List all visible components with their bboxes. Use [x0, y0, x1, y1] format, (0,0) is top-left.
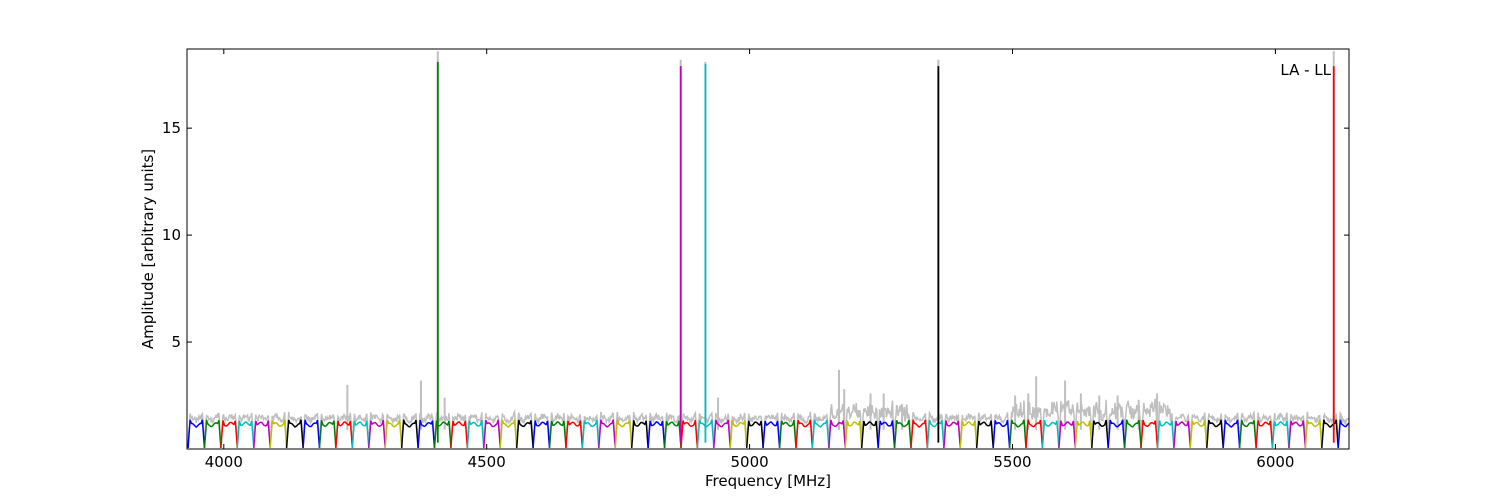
- x-tick-label: 5500: [993, 453, 1031, 471]
- band-line: [828, 419, 847, 448]
- band-line: [1238, 419, 1257, 448]
- y-tick-label: 10: [162, 226, 181, 244]
- band-line: [1189, 420, 1208, 448]
- band-line: [729, 419, 748, 448]
- band-line: [368, 419, 386, 448]
- x-axis-label: Frequency [MHz]: [705, 472, 831, 490]
- band-line: [1156, 420, 1175, 448]
- band-line: [499, 419, 518, 448]
- x-tick-label: 4500: [468, 453, 506, 471]
- band-line: [943, 420, 962, 448]
- band-line: [1123, 419, 1142, 448]
- band-line: [220, 420, 239, 448]
- band-line: [992, 419, 1011, 448]
- band-line: [893, 419, 912, 448]
- band-line: [745, 420, 764, 448]
- band-line: [384, 419, 403, 448]
- band-line: [975, 420, 994, 448]
- y-axis-label: Amplitude [arbitrary units]: [139, 149, 157, 349]
- band-line: [1008, 419, 1027, 448]
- band-line: [515, 419, 534, 448]
- plot-frame: [186, 48, 1350, 450]
- band-line: [318, 420, 337, 448]
- band-line: [236, 420, 255, 448]
- band-line: [926, 419, 945, 448]
- band-line: [959, 420, 978, 448]
- band-line: [269, 419, 288, 448]
- x-tick-label: 4000: [205, 453, 243, 471]
- band-line: [400, 419, 419, 448]
- band-line: [795, 419, 814, 448]
- band-line: [1091, 419, 1109, 448]
- band-line: [466, 420, 485, 448]
- band-line: [1107, 419, 1126, 448]
- band-line: [187, 419, 206, 448]
- band-line: [351, 420, 370, 448]
- x-tick-label: 5000: [731, 453, 769, 471]
- band-line: [1058, 420, 1077, 448]
- band-line: [663, 420, 682, 448]
- band-line: [1173, 420, 1192, 448]
- y-tick-label: 15: [162, 119, 181, 137]
- band-series: [187, 419, 1349, 448]
- band-line: [844, 420, 863, 448]
- band-line: [778, 420, 797, 448]
- band-line: [1140, 419, 1159, 448]
- band-line: [565, 420, 584, 448]
- band-line: [302, 419, 321, 448]
- axis-ticks: 4000 4500 5000 5500 6000 5 10 15: [162, 49, 1349, 471]
- band-line: [680, 419, 699, 448]
- band-line: [647, 420, 666, 448]
- band-line: [581, 419, 600, 448]
- band-line: [450, 420, 469, 448]
- band-line: [762, 420, 781, 448]
- band-line: [811, 419, 830, 448]
- band-line: [532, 420, 551, 448]
- annotation-label: LA - LL: [1280, 61, 1331, 79]
- band-line: [910, 419, 929, 448]
- band-line: [1206, 419, 1224, 448]
- band-line: [1321, 419, 1339, 448]
- spike-series: [436, 61, 1335, 443]
- band-line: [285, 419, 304, 448]
- band-line: [1304, 419, 1323, 448]
- band-line: [253, 420, 271, 448]
- band-line: [630, 420, 649, 448]
- band-line: [877, 420, 896, 448]
- band-line: [1222, 419, 1241, 448]
- band-line: [1271, 420, 1290, 448]
- band-line: [1041, 420, 1060, 448]
- raw-spectrum: [187, 51, 1349, 445]
- band-line: [713, 419, 732, 448]
- band-line: [483, 419, 501, 448]
- band-line: [548, 420, 567, 448]
- band-line: [598, 419, 617, 448]
- raw-spectrum-line: [187, 398, 1349, 445]
- y-tick-label: 5: [171, 333, 181, 351]
- band-line: [1337, 419, 1349, 448]
- band-line: [203, 419, 222, 448]
- band-line: [1255, 420, 1274, 448]
- band-line: [1025, 419, 1044, 448]
- band-line: [417, 419, 436, 448]
- band-line: [614, 419, 633, 448]
- band-line: [1288, 420, 1307, 448]
- band-line: [335, 420, 354, 448]
- x-tick-label: 6000: [1256, 453, 1294, 471]
- band-line: [860, 420, 879, 448]
- band-line: [1074, 420, 1093, 448]
